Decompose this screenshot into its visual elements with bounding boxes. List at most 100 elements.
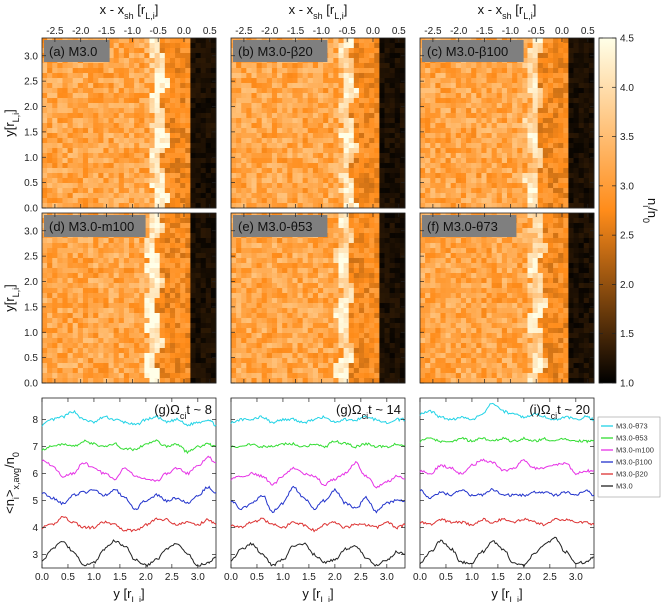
heatmap-cell (210, 113, 217, 119)
heatmap-cell (42, 123, 48, 129)
heatmap-cell (420, 173, 426, 179)
heatmap-cell (123, 83, 130, 89)
heatmap-cell (175, 78, 181, 84)
heatmap-cell (134, 143, 140, 149)
heatmap-cell (175, 63, 181, 69)
heatmap-cell (302, 163, 309, 169)
heatmap-cell (72, 153, 79, 159)
heatmap-cell (338, 163, 344, 169)
heatmap-cell (200, 38, 207, 44)
heatmap-cell (123, 333, 130, 339)
heatmap-cell (271, 238, 278, 244)
heatmap-cell (246, 203, 252, 209)
heatmap-cell (547, 128, 554, 134)
heatmap-cell (169, 63, 176, 69)
heatmap-cell (323, 148, 329, 154)
heatmap-cell (67, 348, 74, 354)
top-axis-title-1-part-3: L,i (334, 11, 344, 21)
heatmap-cell (67, 298, 74, 304)
heatmap-cell (57, 338, 63, 344)
heatmap-cell (307, 118, 314, 124)
heatmap-cell (287, 143, 293, 149)
heatmap-cell (440, 103, 446, 109)
heatmap-cell (496, 183, 503, 189)
heatmap-cell (364, 213, 370, 219)
heatmap-cell (57, 318, 63, 324)
heatmap-cell (578, 58, 585, 64)
heatmap-cell (42, 93, 48, 99)
heatmap-cell (532, 88, 539, 94)
heatmap-cell (471, 78, 477, 84)
heatmap-cell (98, 123, 104, 129)
heatmap-cell (42, 263, 48, 269)
heatmap-cell (52, 288, 58, 294)
heatmap-cell (57, 183, 63, 189)
heatmap-cell (532, 173, 539, 179)
heatmap-cell (348, 98, 355, 104)
heatmap-cell (251, 88, 257, 94)
heatmap-cell (573, 43, 580, 49)
heatmap-cell (195, 313, 202, 319)
heatmap-cell (169, 108, 176, 114)
heatmap-cell (374, 173, 380, 179)
heatmap-cell (348, 203, 355, 209)
heatmap-cell (175, 138, 181, 144)
heatmap-cell (210, 218, 217, 224)
heatmap-cell (82, 238, 89, 244)
heatmap-cell (190, 118, 196, 124)
heatmap-cell (149, 298, 155, 304)
heatmap-cell (42, 88, 48, 94)
heatmap-cell (297, 93, 304, 99)
heatmap-cell (52, 348, 58, 354)
heatmap-cell (547, 58, 554, 64)
heatmap-cell (512, 63, 518, 69)
heatmap-cell (129, 93, 135, 99)
heatmap-cell (200, 243, 207, 249)
heatmap-cell (129, 63, 135, 69)
heatmap-cell (517, 73, 523, 79)
heatmap-cell (52, 303, 58, 309)
heatmap-cell (333, 63, 339, 69)
heatmap-cell (57, 343, 63, 349)
heatmap-cell (348, 143, 355, 149)
heatmap-cell (180, 363, 186, 369)
heatmap-cell (343, 198, 350, 204)
heatmap-cell (88, 133, 94, 139)
heatmap-cell (251, 203, 257, 209)
heatmap-cell (159, 233, 166, 239)
heatmap-cell (440, 78, 446, 84)
heatmap-cell (430, 143, 436, 149)
heatmap-cell (450, 98, 457, 104)
heatmap-cell (180, 78, 186, 84)
heatmap-cell (93, 378, 99, 384)
heatmap-cell (333, 48, 339, 54)
heatmap-cell (455, 108, 462, 114)
heatmap-cell (118, 313, 125, 319)
heatmap-cell (164, 38, 171, 44)
heatmap-cell (77, 178, 84, 184)
heatmap-cell (323, 153, 329, 159)
heatmap-cell (420, 73, 426, 79)
heatmap-cell (507, 73, 513, 79)
heatmap-cell (394, 173, 401, 179)
heatmap-cell (394, 88, 401, 94)
heatmap-cell (261, 73, 268, 79)
heatmap-cell (517, 198, 523, 204)
heatmap-cell (236, 103, 242, 109)
heatmap-cell (537, 58, 544, 64)
heatmap-cell (210, 258, 217, 264)
heatmap-cell (537, 163, 544, 169)
heatmap-cell (532, 123, 539, 129)
heatmap-cell (52, 338, 58, 344)
heatmap-cell (527, 128, 533, 134)
heatmap-cell (471, 133, 477, 139)
heatmap-cell (384, 163, 391, 169)
heatmap-cell (103, 358, 109, 364)
heatmap-cell (108, 333, 115, 339)
heatmap-cell (185, 203, 191, 209)
heatmap-cell (129, 368, 135, 374)
heatmap-cell (394, 138, 401, 144)
heatmap-cell (57, 173, 63, 179)
heatmap-cell (180, 58, 186, 64)
heatmap-cell (573, 63, 580, 69)
